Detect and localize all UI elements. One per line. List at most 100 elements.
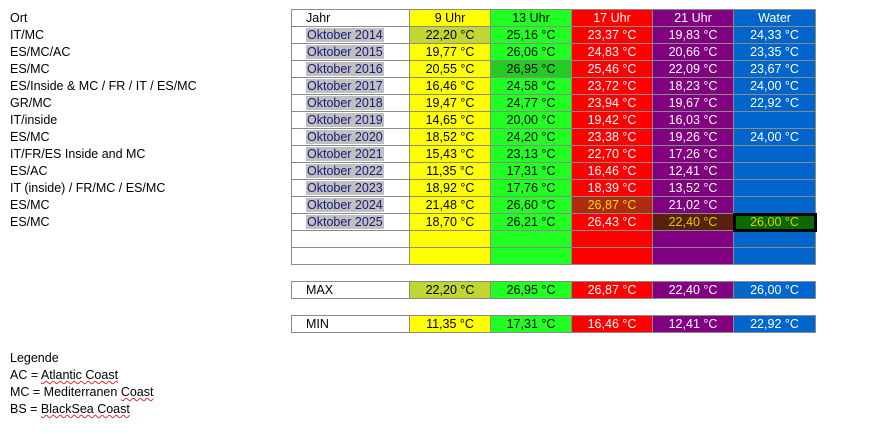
row-label-cell[interactable]: MIN bbox=[291, 315, 410, 333]
temperature-cell[interactable]: 18,52 °C bbox=[409, 128, 491, 146]
temperature-cell[interactable]: 22,92 °C bbox=[733, 315, 816, 333]
location-cell[interactable]: ES/MC bbox=[10, 62, 50, 76]
temperature-cell[interactable]: 12,41 °C bbox=[652, 315, 734, 333]
temperature-cell[interactable]: 12,41 °C bbox=[652, 162, 734, 180]
location-cell[interactable]: IT (inside) / FR/MC / ES/MC bbox=[10, 181, 166, 195]
temperature-cell[interactable]: Water bbox=[733, 9, 816, 27]
temperature-cell[interactable]: 23,37 °C bbox=[571, 26, 653, 44]
temperature-cell[interactable]: 21,48 °C bbox=[409, 196, 491, 214]
temperature-cell[interactable] bbox=[490, 247, 572, 265]
temperature-cell[interactable]: 24,33 °C bbox=[733, 26, 816, 44]
temperature-cell[interactable] bbox=[571, 230, 653, 248]
temperature-cell[interactable]: 26,00 °C bbox=[732, 212, 817, 232]
row-label-cell[interactable]: Oktober 2022 bbox=[291, 162, 410, 180]
temperature-cell[interactable]: 22,70 °C bbox=[571, 145, 653, 163]
temperature-cell[interactable]: 19,42 °C bbox=[571, 111, 653, 129]
temperature-cell[interactable]: 15,43 °C bbox=[409, 145, 491, 163]
location-cell[interactable]: IT/inside bbox=[10, 113, 58, 127]
temperature-cell[interactable]: 18,92 °C bbox=[409, 179, 491, 197]
row-label-cell[interactable]: Jahr bbox=[291, 9, 410, 27]
temperature-cell[interactable]: 11,35 °C bbox=[409, 162, 491, 180]
temperature-cell[interactable]: 17,76 °C bbox=[490, 179, 572, 197]
temperature-cell[interactable]: 19,67 °C bbox=[652, 94, 734, 112]
temperature-cell[interactable]: 22,40 °C bbox=[652, 213, 734, 231]
row-label-cell[interactable]: Oktober 2020 bbox=[291, 128, 410, 146]
location-cell[interactable]: GR/MC bbox=[10, 96, 52, 110]
temperature-cell[interactable]: 26,60 °C bbox=[490, 196, 572, 214]
temperature-cell[interactable]: 20,66 °C bbox=[652, 43, 734, 61]
temperature-cell[interactable]: 11,35 °C bbox=[409, 315, 491, 333]
temperature-cell[interactable] bbox=[571, 247, 653, 265]
temperature-cell[interactable]: 26,87 °C bbox=[571, 196, 653, 214]
temperature-cell[interactable]: 18,39 °C bbox=[571, 179, 653, 197]
temperature-cell[interactable]: 25,46 °C bbox=[571, 60, 653, 78]
temperature-cell[interactable]: 22,92 °C bbox=[733, 94, 816, 112]
temperature-cell[interactable]: 13,52 °C bbox=[652, 179, 734, 197]
temperature-cell[interactable]: 24,00 °C bbox=[733, 128, 816, 146]
temperature-cell[interactable]: 23,67 °C bbox=[733, 60, 816, 78]
temperature-cell[interactable]: 19,26 °C bbox=[652, 128, 734, 146]
temperature-cell[interactable]: 22,09 °C bbox=[652, 60, 734, 78]
temperature-cell[interactable]: 24,83 °C bbox=[571, 43, 653, 61]
row-label-cell[interactable]: Oktober 2016 bbox=[291, 60, 410, 78]
temperature-cell[interactable] bbox=[733, 111, 816, 129]
temperature-cell[interactable] bbox=[733, 196, 816, 214]
temperature-cell[interactable]: 19,77 °C bbox=[409, 43, 491, 61]
row-label-cell[interactable]: Oktober 2025 bbox=[291, 213, 410, 231]
temperature-cell[interactable]: 18,70 °C bbox=[409, 213, 491, 231]
temperature-cell[interactable] bbox=[733, 145, 816, 163]
row-label-cell[interactable] bbox=[291, 247, 410, 265]
temperature-cell[interactable]: 26,00 °C bbox=[733, 281, 816, 299]
temperature-cell[interactable]: 23,13 °C bbox=[490, 145, 572, 163]
temperature-cell[interactable]: 25,16 °C bbox=[490, 26, 572, 44]
temperature-cell[interactable]: 16,46 °C bbox=[409, 77, 491, 95]
temperature-cell[interactable]: 19,47 °C bbox=[409, 94, 491, 112]
location-cell[interactable]: ES/MC/AC bbox=[10, 45, 71, 59]
temperature-cell[interactable]: 26,95 °C bbox=[490, 281, 572, 299]
temperature-cell[interactable]: 26,95 °C bbox=[490, 60, 572, 78]
temperature-cell[interactable]: 26,43 °C bbox=[571, 213, 653, 231]
temperature-cell[interactable] bbox=[409, 247, 491, 265]
location-header[interactable]: Ort bbox=[10, 11, 28, 25]
temperature-cell[interactable]: 21 Uhr bbox=[652, 9, 734, 27]
temperature-cell[interactable] bbox=[490, 230, 572, 248]
temperature-cell[interactable] bbox=[652, 230, 734, 248]
temperature-cell[interactable]: 23,94 °C bbox=[571, 94, 653, 112]
temperature-cell[interactable]: 26,21 °C bbox=[490, 213, 572, 231]
temperature-cell[interactable]: 20,00 °C bbox=[490, 111, 572, 129]
temperature-cell[interactable]: 17 Uhr bbox=[571, 9, 653, 27]
row-label-cell[interactable]: Oktober 2019 bbox=[291, 111, 410, 129]
temperature-cell[interactable]: 17,31 °C bbox=[490, 162, 572, 180]
temperature-cell[interactable]: 22,20 °C bbox=[409, 26, 491, 44]
temperature-cell[interactable] bbox=[409, 230, 491, 248]
temperature-cell[interactable]: 23,38 °C bbox=[571, 128, 653, 146]
location-cell[interactable]: ES/AC bbox=[10, 164, 48, 178]
row-label-cell[interactable]: Oktober 2023 bbox=[291, 179, 410, 197]
row-label-cell[interactable]: Oktober 2021 bbox=[291, 145, 410, 163]
temperature-cell[interactable]: 26,06 °C bbox=[490, 43, 572, 61]
temperature-cell[interactable]: 18,23 °C bbox=[652, 77, 734, 95]
temperature-cell[interactable]: 16,46 °C bbox=[571, 315, 653, 333]
temperature-cell[interactable]: 22,40 °C bbox=[652, 281, 734, 299]
temperature-cell[interactable]: 17,26 °C bbox=[652, 145, 734, 163]
temperature-cell[interactable]: 13 Uhr bbox=[490, 9, 572, 27]
temperature-cell[interactable]: 17,31 °C bbox=[490, 315, 572, 333]
temperature-cell[interactable]: 24,20 °C bbox=[490, 128, 572, 146]
row-label-cell[interactable]: MAX bbox=[291, 281, 410, 299]
temperature-cell[interactable] bbox=[733, 179, 816, 197]
location-cell[interactable]: IT/FR/ES Inside and MC bbox=[10, 147, 146, 161]
temperature-cell[interactable]: 24,77 °C bbox=[490, 94, 572, 112]
temperature-cell[interactable]: 14,65 °C bbox=[409, 111, 491, 129]
temperature-cell[interactable]: 24,00 °C bbox=[733, 77, 816, 95]
row-label-cell[interactable]: Oktober 2015 bbox=[291, 43, 410, 61]
row-label-cell[interactable]: Oktober 2018 bbox=[291, 94, 410, 112]
row-label-cell[interactable]: Oktober 2014 bbox=[291, 26, 410, 44]
temperature-cell[interactable] bbox=[733, 162, 816, 180]
temperature-cell[interactable]: 16,03 °C bbox=[652, 111, 734, 129]
row-label-cell[interactable]: Oktober 2024 bbox=[291, 196, 410, 214]
location-cell[interactable]: ES/MC bbox=[10, 215, 50, 229]
temperature-cell[interactable]: 23,72 °C bbox=[571, 77, 653, 95]
location-cell[interactable]: ES/MC bbox=[10, 130, 50, 144]
location-cell[interactable]: ES/MC bbox=[10, 198, 50, 212]
temperature-cell[interactable] bbox=[733, 247, 816, 265]
